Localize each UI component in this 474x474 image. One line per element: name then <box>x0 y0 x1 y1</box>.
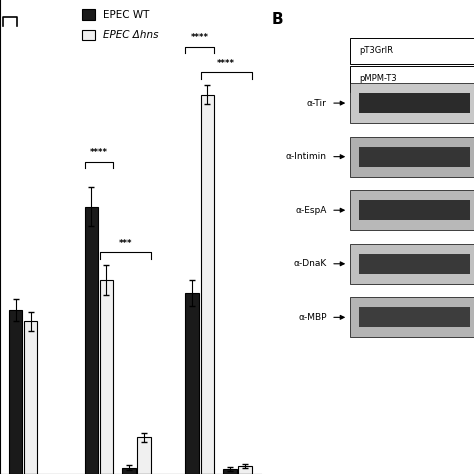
Bar <box>359 93 470 113</box>
Bar <box>350 297 474 337</box>
Text: ****: **** <box>90 148 108 157</box>
Bar <box>350 190 474 230</box>
Text: α-Tir: α-Tir <box>307 99 327 108</box>
Bar <box>223 469 237 474</box>
Text: B: B <box>272 12 283 27</box>
Text: pT3GrlR: pT3GrlR <box>359 46 393 55</box>
Bar <box>24 321 37 474</box>
Bar <box>359 254 470 274</box>
Bar <box>238 466 252 474</box>
Bar <box>122 467 136 474</box>
Text: ***: *** <box>118 239 132 248</box>
Legend: EPEC WT, EPEC Δhns: EPEC WT, EPEC Δhns <box>78 5 163 45</box>
Bar <box>185 293 199 474</box>
Text: ****: **** <box>191 33 209 42</box>
Text: α-MBP: α-MBP <box>298 313 327 322</box>
Bar <box>9 310 22 474</box>
Bar <box>359 307 470 328</box>
Bar <box>350 244 474 284</box>
Text: α-DnaK: α-DnaK <box>293 259 327 268</box>
Text: ****: **** <box>217 59 235 68</box>
Text: α-EspA: α-EspA <box>295 206 327 215</box>
Bar <box>359 146 470 167</box>
Bar <box>350 83 474 123</box>
Bar <box>359 200 470 220</box>
Bar <box>350 66 474 92</box>
Bar <box>201 95 214 474</box>
Bar <box>137 438 151 474</box>
Bar <box>350 137 474 177</box>
Bar <box>100 280 113 474</box>
Text: pMPM-T3: pMPM-T3 <box>359 74 396 83</box>
Bar <box>350 38 474 64</box>
Text: α-Intimin: α-Intimin <box>286 152 327 161</box>
Bar <box>84 207 98 474</box>
